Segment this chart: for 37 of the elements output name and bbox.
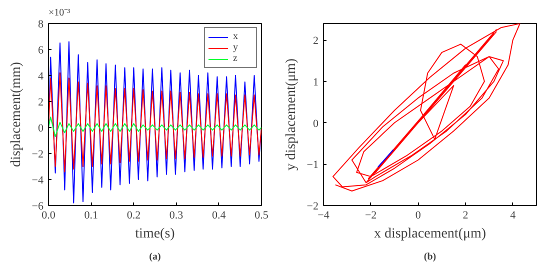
line-series	[48, 41, 262, 204]
y-tick-label: 2	[38, 96, 44, 108]
y-tick-label: 0	[313, 118, 319, 130]
y-axis-title: displacement(mm)	[8, 62, 24, 167]
legend-label: x	[233, 31, 239, 42]
y-tick-label: −2	[32, 148, 44, 160]
line-series	[48, 72, 262, 172]
y-tick-label: 4	[38, 70, 44, 82]
legend-label: z	[233, 53, 238, 64]
x-tick-label: 0.3	[169, 210, 184, 222]
x-tick-label: 0.5	[254, 210, 269, 222]
y-tick-label: 6	[38, 44, 44, 56]
y-axis-title: y displacement(μm)	[284, 58, 299, 171]
y-tick-label: 2	[313, 35, 318, 48]
x-tick-label: 0.2	[126, 210, 141, 222]
x-tick-label: 0	[415, 210, 422, 222]
y-tick-label: 8	[38, 18, 44, 30]
y-tick-label: −1	[306, 159, 319, 172]
x-tick-label: −2	[364, 210, 377, 222]
line-series	[48, 116, 262, 138]
y-tick-label: 1	[313, 76, 318, 88]
line-series	[332, 24, 520, 192]
x-tick-label: 0.0	[42, 210, 56, 222]
x-tick-label: 0.4	[212, 210, 226, 222]
text: (a)	[149, 252, 161, 262]
x-tick-label: 0.1	[84, 210, 98, 222]
y-tick-label: −4	[32, 174, 44, 186]
x-tick-label: 4	[510, 210, 516, 222]
x-axis-title: x displacement(μm)	[374, 226, 486, 242]
text: (b)	[424, 252, 436, 262]
x-axis-title: time(s)	[135, 226, 176, 242]
y-tick-label: −6	[32, 200, 44, 212]
y-tick-label: −2	[306, 200, 319, 212]
legend-label: y	[233, 42, 239, 53]
text: ×10⁻³	[48, 8, 70, 18]
x-tick-label: 2	[462, 210, 468, 222]
y-tick-label: 0	[38, 122, 44, 134]
